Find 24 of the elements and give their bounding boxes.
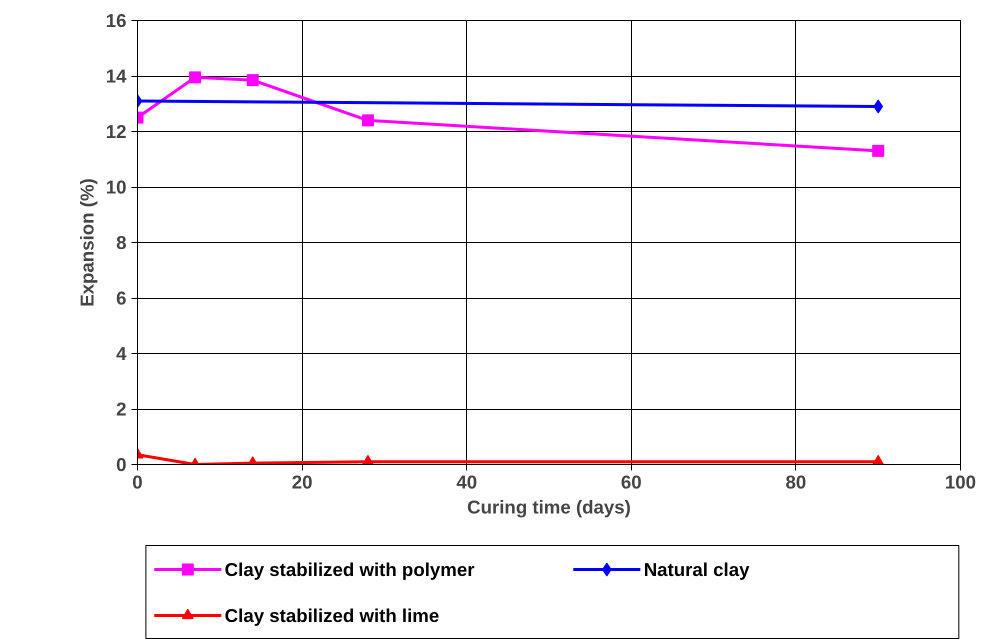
y-tick-label: 8 [116,232,127,253]
x-tick-label: 60 [620,472,642,492]
x-tick-label: 20 [292,472,312,492]
x-tick-label: 0 [132,472,143,492]
legend-label: Natural clay [644,559,750,580]
point [246,74,259,86]
point [189,71,202,84]
x-tick-label: 40 [456,472,478,492]
point [872,144,884,157]
legend-label: Clay stabilized with lime [224,605,440,626]
y-tick-label: 2 [116,398,127,420]
x-axis-title: Curing time (days) [467,496,631,518]
y-tick-label: 4 [116,343,128,364]
y-tick-label: 10 [106,176,127,198]
legend-label: Clay stabilized with polymer [224,559,475,580]
y-tick-label: 16 [106,10,127,31]
y-tick-label: 6 [116,288,127,308]
y-tick-label: 0 [116,454,127,475]
x-tick-label: 100 [944,472,976,492]
point [362,114,374,126]
y-tick-label: 14 [106,66,128,86]
x-tick-label: 80 [786,472,806,492]
y-axis-title: Expansion (%) [76,178,98,307]
y-tick-label: 12 [106,121,127,142]
